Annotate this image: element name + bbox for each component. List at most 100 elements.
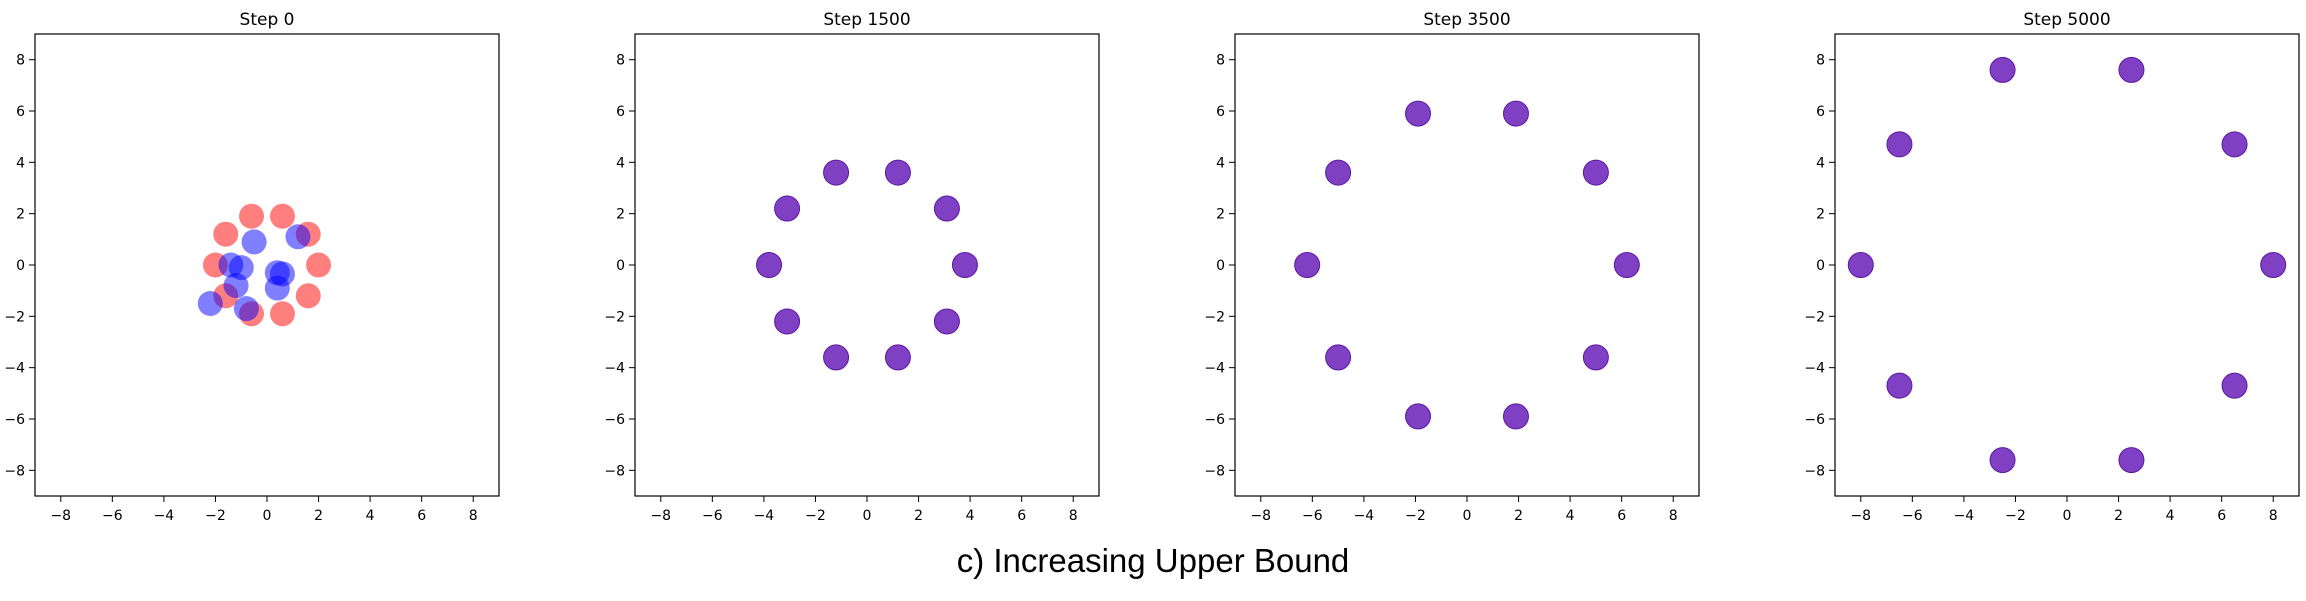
data-point-purple bbox=[1294, 252, 1321, 278]
y-tick-label: 4 bbox=[16, 155, 25, 171]
y-tick-label: 6 bbox=[616, 104, 625, 120]
y-tick-label: 2 bbox=[1816, 207, 1825, 223]
y-tick-label: 6 bbox=[1216, 104, 1225, 120]
data-point-purple bbox=[823, 344, 850, 371]
data-point-red bbox=[295, 283, 321, 309]
axes-frame bbox=[1834, 33, 2300, 497]
data-point-purple bbox=[2221, 372, 2248, 399]
x-tick-label: −2 bbox=[1405, 508, 1426, 524]
x-tick-label: −6 bbox=[1302, 508, 1323, 524]
y-tick-label: −6 bbox=[4, 412, 25, 428]
x-tick-label: 0 bbox=[263, 508, 272, 524]
x-tick-label: 2 bbox=[1514, 508, 1523, 524]
y-tick-label: 8 bbox=[616, 53, 625, 69]
data-point-purple bbox=[1325, 159, 1352, 186]
y-tick-label: −4 bbox=[1204, 361, 1225, 377]
chart-title: Step 3500 bbox=[1423, 10, 1510, 30]
data-point-purple bbox=[823, 159, 850, 186]
x-tick-label: 4 bbox=[366, 508, 375, 524]
x-tick-label: 6 bbox=[1617, 508, 1626, 524]
data-point-purple bbox=[1989, 447, 2016, 474]
y-tick-label: 4 bbox=[1816, 155, 1825, 171]
y-tick-label: 2 bbox=[16, 207, 25, 223]
x-tick-label: 6 bbox=[1017, 508, 1026, 524]
x-tick-label: 8 bbox=[1669, 508, 1678, 524]
x-tick-label: −4 bbox=[1354, 508, 1375, 524]
data-point-purple bbox=[756, 252, 783, 278]
x-tick-label: 2 bbox=[314, 508, 323, 524]
data-point-purple bbox=[2221, 131, 2248, 158]
y-tick-label: 0 bbox=[616, 258, 625, 274]
chart-title: Step 5000 bbox=[2023, 10, 2110, 30]
data-point-red bbox=[269, 203, 295, 229]
data-point-red bbox=[269, 301, 295, 327]
x-tick-label: 0 bbox=[1463, 508, 1472, 524]
data-point-purple bbox=[1582, 344, 1609, 371]
y-tick-label: 0 bbox=[16, 258, 25, 274]
y-tick-label: −6 bbox=[1804, 412, 1825, 428]
data-point-purple bbox=[1613, 252, 1640, 278]
x-tick-label: 4 bbox=[1566, 508, 1575, 524]
x-tick-label: −6 bbox=[1902, 508, 1923, 524]
x-tick-label: −6 bbox=[702, 508, 723, 524]
data-point-purple bbox=[2118, 447, 2145, 474]
y-tick-label: 2 bbox=[616, 207, 625, 223]
data-point-blue bbox=[241, 229, 267, 255]
data-point-purple bbox=[884, 344, 911, 371]
data-point-purple bbox=[951, 252, 978, 278]
y-tick-label: 4 bbox=[1216, 155, 1225, 171]
x-tick-label: 4 bbox=[2166, 508, 2175, 524]
figure-caption: c) Increasing Upper Bound bbox=[956, 542, 1350, 579]
x-tick-label: −6 bbox=[102, 508, 123, 524]
y-tick-label: 0 bbox=[1216, 258, 1225, 274]
x-tick-label: 2 bbox=[2114, 508, 2123, 524]
axes-frame bbox=[34, 33, 500, 497]
panel-2: Step 1500 −8 −6 −4 −2 0 2 4 6 8 −8 −6 −4 −2 0 2 4 6 8 bbox=[604, 10, 1100, 524]
data-point-purple bbox=[1405, 100, 1432, 127]
chart-title: Step 1500 bbox=[823, 10, 910, 30]
x-tick-label: 8 bbox=[1069, 508, 1078, 524]
y-tick-label: 6 bbox=[1816, 104, 1825, 120]
y-tick-label: −8 bbox=[604, 463, 625, 479]
x-tick-label: 2 bbox=[914, 508, 923, 524]
data-point-blue bbox=[197, 291, 223, 316]
data-point-red bbox=[306, 252, 332, 278]
x-tick-label: 6 bbox=[2217, 508, 2226, 524]
y-tick-label: −6 bbox=[604, 412, 625, 428]
x-tick-label: 8 bbox=[2269, 508, 2278, 524]
x-tick-label: −4 bbox=[754, 508, 775, 524]
data-point-purple bbox=[774, 308, 801, 335]
x-tick-label: 4 bbox=[966, 508, 975, 524]
data-point-purple bbox=[933, 308, 960, 335]
data-point-purple bbox=[933, 195, 960, 222]
data-point-purple bbox=[1989, 56, 2016, 83]
x-tick-label: −8 bbox=[1250, 508, 1271, 524]
x-tick-label: −8 bbox=[50, 508, 71, 524]
axes-frame bbox=[634, 33, 1100, 497]
data-point-purple bbox=[1847, 252, 1874, 278]
x-tick-label: −2 bbox=[2005, 508, 2026, 524]
data-point-purple bbox=[1502, 100, 1529, 127]
y-tick-label: 4 bbox=[616, 155, 625, 171]
y-tick-label: −8 bbox=[1204, 463, 1225, 479]
y-tick-label: 8 bbox=[16, 53, 25, 69]
x-tick-label: 6 bbox=[417, 508, 426, 524]
data-point-purple bbox=[1325, 344, 1352, 371]
y-tick-label: −2 bbox=[604, 309, 625, 325]
data-point-blue bbox=[285, 224, 311, 250]
y-tick-label: 0 bbox=[1816, 258, 1825, 274]
y-tick-label: −4 bbox=[1804, 361, 1825, 377]
data-point-red bbox=[213, 221, 239, 247]
x-tick-label: 8 bbox=[469, 508, 478, 524]
y-tick-label: −4 bbox=[604, 361, 625, 377]
y-tick-label: −2 bbox=[1204, 309, 1225, 325]
x-tick-label: 0 bbox=[863, 508, 872, 524]
x-tick-label: 0 bbox=[2063, 508, 2072, 524]
panel-4: Step 5000 −8 −6 −4 −2 0 2 4 6 8 −8 −6 −4 −2 0 2 4 6 8 bbox=[1804, 10, 2300, 524]
chart-title: Step 0 bbox=[240, 10, 295, 30]
x-tick-label: −4 bbox=[1954, 508, 1975, 524]
x-tick-label: −8 bbox=[650, 508, 671, 524]
x-tick-label: −4 bbox=[154, 508, 175, 524]
y-tick-label: 8 bbox=[1216, 53, 1225, 69]
